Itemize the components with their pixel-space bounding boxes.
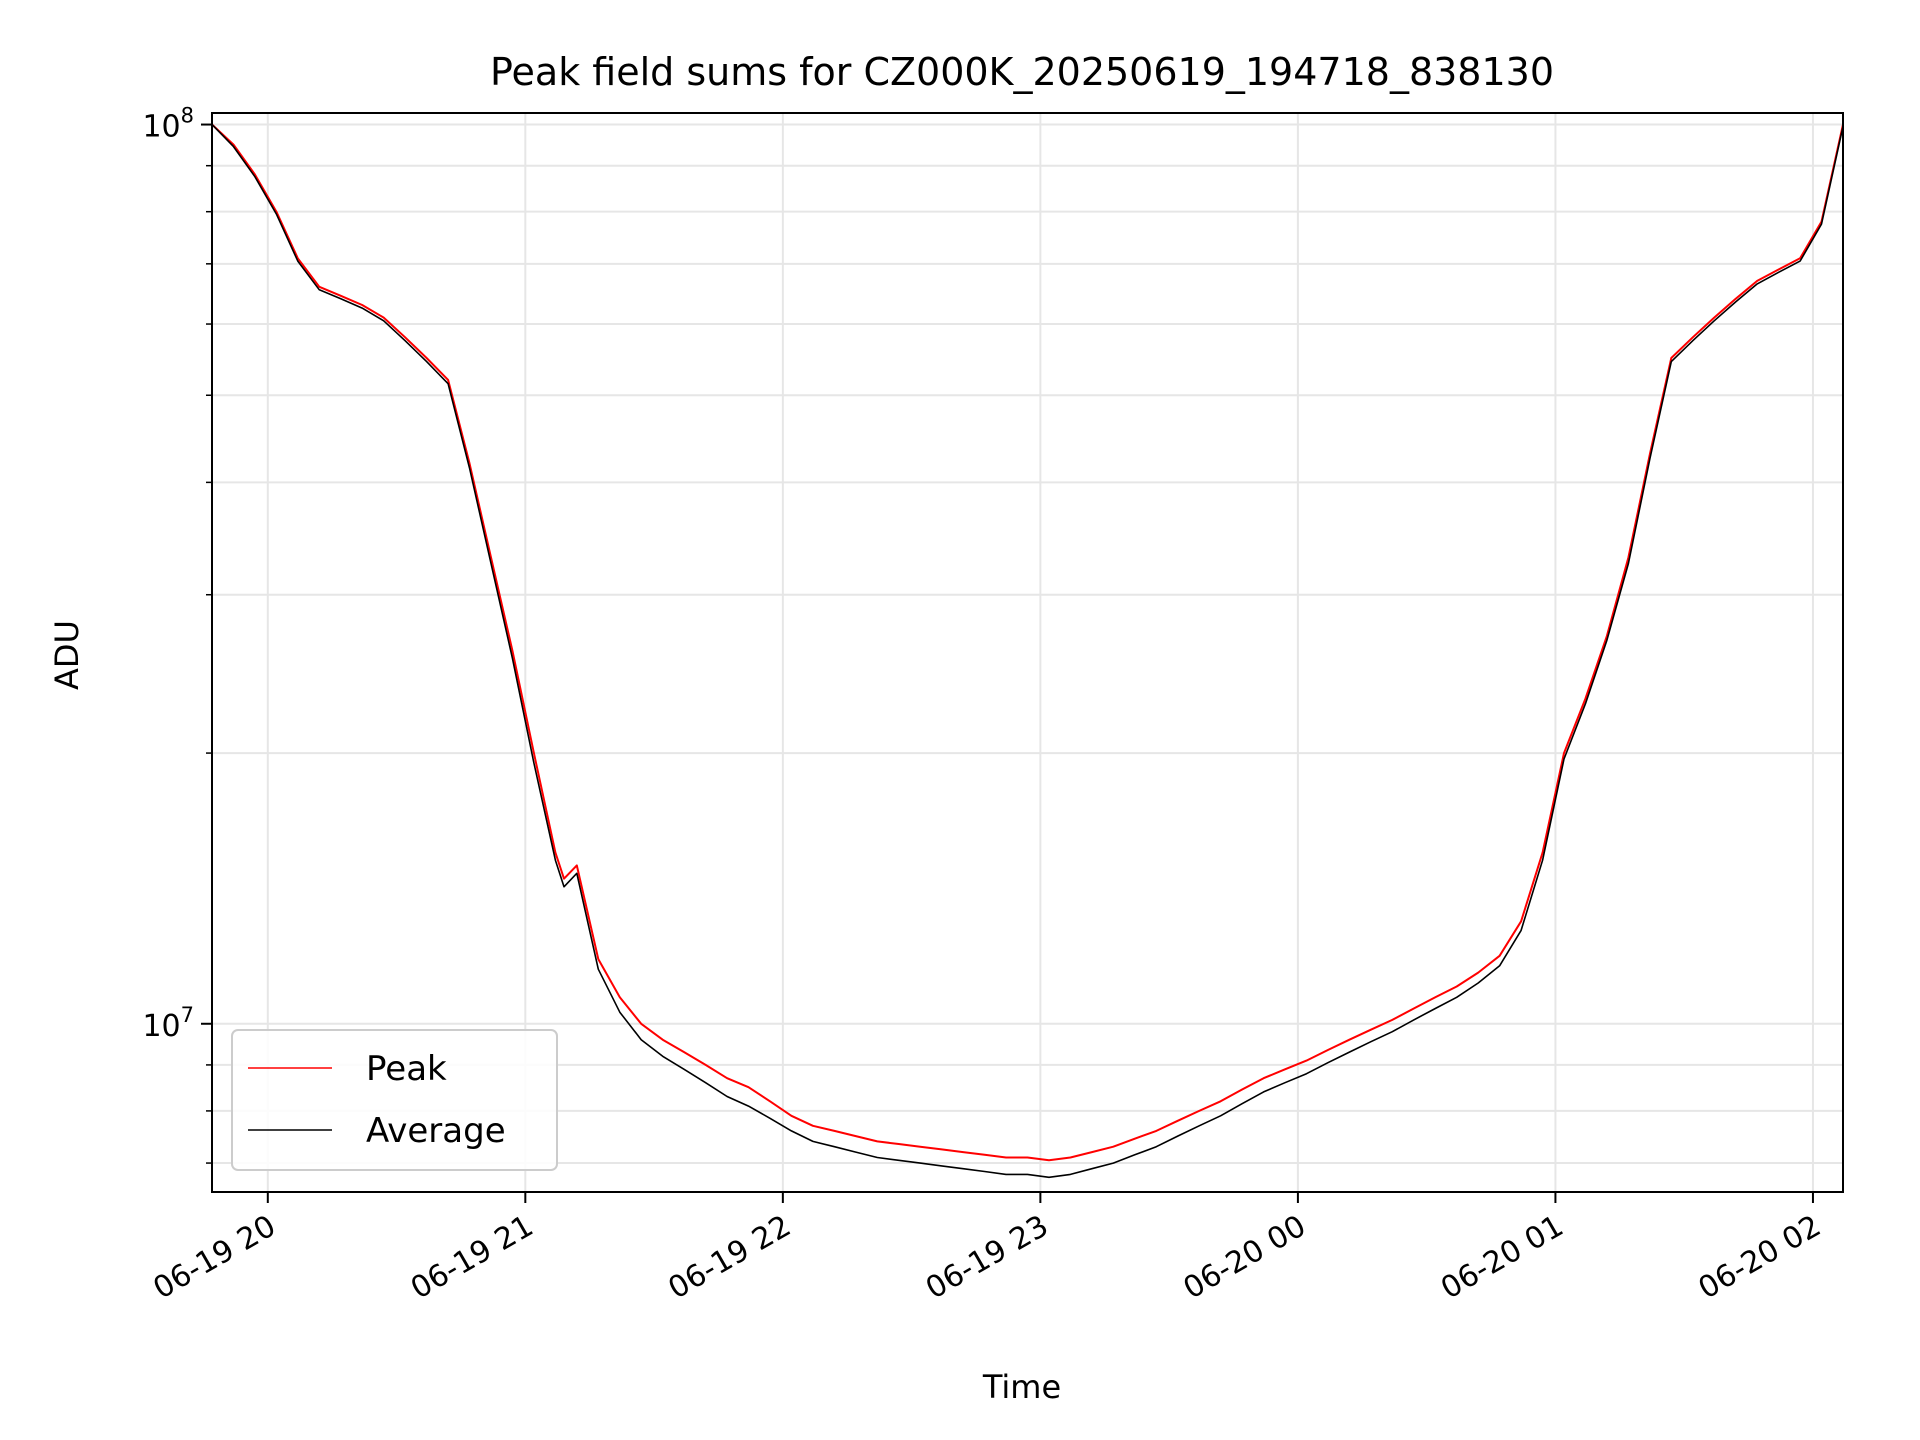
y-axis-label: ADU <box>48 620 86 690</box>
series-line-average <box>211 123 1844 1179</box>
legend-label-average: Average <box>366 1111 506 1151</box>
y-tick-label: 107 <box>142 1003 194 1044</box>
y-tick-label: 108 <box>142 104 194 145</box>
legend: Peak Average <box>231 1029 558 1171</box>
plot-series <box>211 123 1844 1179</box>
plot-frame <box>211 112 1844 1193</box>
y-axis-ticks: 107 108 <box>142 104 212 1164</box>
x-axis-label: Time <box>982 1368 1061 1406</box>
legend-box <box>231 1029 558 1171</box>
chart-title: Peak field sums for CZ000K_20250619_1947… <box>490 50 1554 94</box>
series-line-peak <box>211 123 1844 1162</box>
grid <box>212 113 1843 1192</box>
legend-label-peak: Peak <box>366 1049 447 1089</box>
